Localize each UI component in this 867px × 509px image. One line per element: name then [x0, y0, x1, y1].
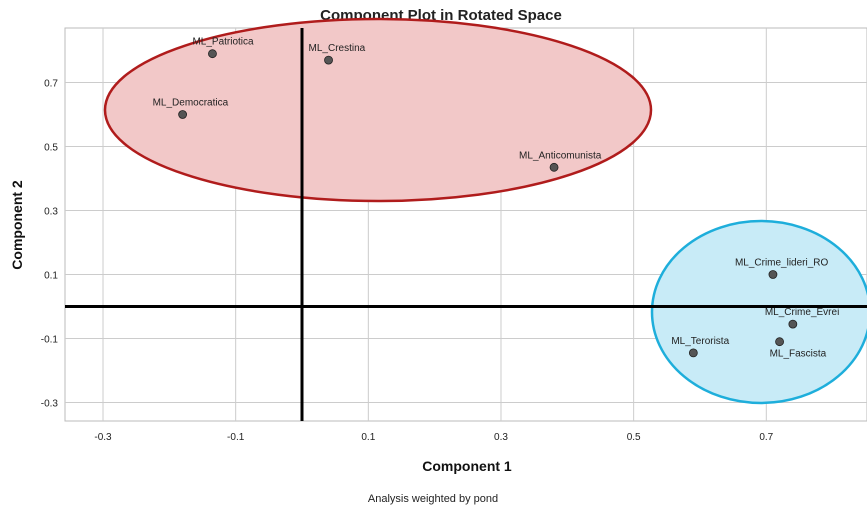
data-point	[688, 348, 698, 358]
point-label: ML_Anticomunista	[519, 150, 602, 161]
point-label: ML_Crime_lideri_RO	[735, 258, 829, 269]
x-tick-label: -0.3	[94, 432, 112, 443]
y-tick-label: -0.1	[41, 335, 59, 346]
y-axis-title: Component 2	[9, 180, 25, 270]
y-tick-label: -0.3	[41, 399, 59, 410]
x-axis-title: Component 1	[422, 458, 512, 474]
data-point	[768, 270, 778, 279]
y-tick-label: 0.3	[44, 207, 58, 218]
x-tick-label: 0.1	[361, 432, 375, 443]
data-point	[549, 162, 559, 172]
x-tick-label: 0.7	[759, 432, 773, 443]
data-points: ML_Patriotica ML_Crestina ML_Democratica ML…	[153, 37, 840, 360]
x-tick-label: 0.5	[627, 432, 641, 443]
point-label: ML_Patriotica	[192, 37, 254, 48]
point-label: ML_Crime_Evrei	[765, 307, 839, 318]
y-tick-label: 0.5	[44, 143, 58, 154]
y-tick-label: 0.7	[44, 79, 58, 90]
point-label: ML_Fascista	[770, 349, 827, 360]
data-point	[208, 49, 217, 59]
data-point	[775, 337, 784, 347]
point-label: ML_Democratica	[153, 98, 229, 109]
y-tick-label: 0.1	[44, 271, 58, 282]
data-point	[178, 110, 188, 119]
point-label: ML_Terorista	[671, 336, 729, 347]
data-point	[324, 55, 333, 65]
x-tick-label: 0.3	[494, 432, 508, 443]
tick-labels: -0.3 -0.1 0.1 0.3 0.5 0.7 0.7 0.5 0.3 0.1 -0.1 -0.3	[41, 79, 774, 444]
point-label: ML_Crestina	[309, 43, 366, 54]
footnote: Analysis weighted by pond	[368, 493, 498, 505]
x-tick-label: -0.1	[227, 432, 245, 443]
zero-axis-lines	[65, 28, 867, 421]
cluster-ellipse-lower	[650, 219, 867, 405]
cluster-ellipse-upper	[103, 17, 653, 203]
data-point	[788, 319, 798, 329]
